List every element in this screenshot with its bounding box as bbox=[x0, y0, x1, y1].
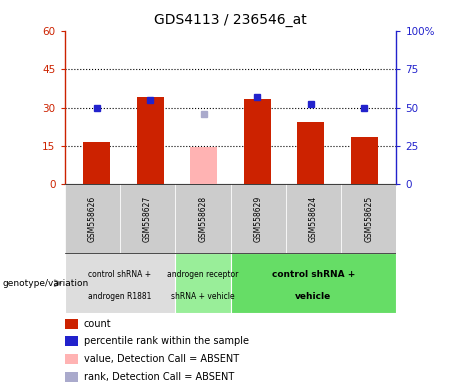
Text: count: count bbox=[84, 319, 112, 329]
Bar bbox=[244, 99, 271, 184]
Bar bbox=[65, 372, 78, 382]
Text: value, Detection Call = ABSENT: value, Detection Call = ABSENT bbox=[84, 354, 239, 364]
FancyBboxPatch shape bbox=[230, 184, 286, 253]
Text: GSM558624: GSM558624 bbox=[309, 196, 318, 242]
Text: control shRNA +: control shRNA + bbox=[89, 270, 151, 279]
Text: vehicle: vehicle bbox=[296, 292, 331, 301]
Text: androgen receptor: androgen receptor bbox=[167, 270, 238, 279]
Text: GSM558625: GSM558625 bbox=[364, 196, 373, 242]
FancyBboxPatch shape bbox=[175, 184, 230, 253]
Text: rank, Detection Call = ABSENT: rank, Detection Call = ABSENT bbox=[84, 372, 234, 382]
Text: GSM558628: GSM558628 bbox=[198, 196, 207, 242]
FancyBboxPatch shape bbox=[286, 184, 341, 253]
FancyBboxPatch shape bbox=[65, 253, 175, 313]
FancyBboxPatch shape bbox=[65, 184, 120, 253]
FancyBboxPatch shape bbox=[120, 184, 175, 253]
Text: androgen R1881: androgen R1881 bbox=[88, 292, 152, 301]
FancyBboxPatch shape bbox=[230, 253, 396, 313]
Bar bbox=[190, 147, 217, 184]
Text: GSM558627: GSM558627 bbox=[143, 196, 152, 242]
FancyBboxPatch shape bbox=[341, 184, 396, 253]
Bar bbox=[137, 97, 164, 184]
Text: GSM558629: GSM558629 bbox=[254, 196, 263, 242]
Text: percentile rank within the sample: percentile rank within the sample bbox=[84, 336, 249, 346]
Text: GSM558626: GSM558626 bbox=[88, 196, 97, 242]
Text: shRNA + vehicle: shRNA + vehicle bbox=[171, 292, 235, 301]
Text: GDS4113 / 236546_at: GDS4113 / 236546_at bbox=[154, 13, 307, 27]
FancyBboxPatch shape bbox=[175, 253, 230, 313]
Bar bbox=[65, 336, 78, 346]
Bar bbox=[297, 122, 324, 184]
Bar bbox=[65, 354, 78, 364]
Text: control shRNA +: control shRNA + bbox=[272, 270, 355, 279]
Bar bbox=[83, 142, 110, 184]
Bar bbox=[65, 319, 78, 329]
Bar bbox=[351, 137, 378, 184]
Text: genotype/variation: genotype/variation bbox=[2, 279, 89, 288]
